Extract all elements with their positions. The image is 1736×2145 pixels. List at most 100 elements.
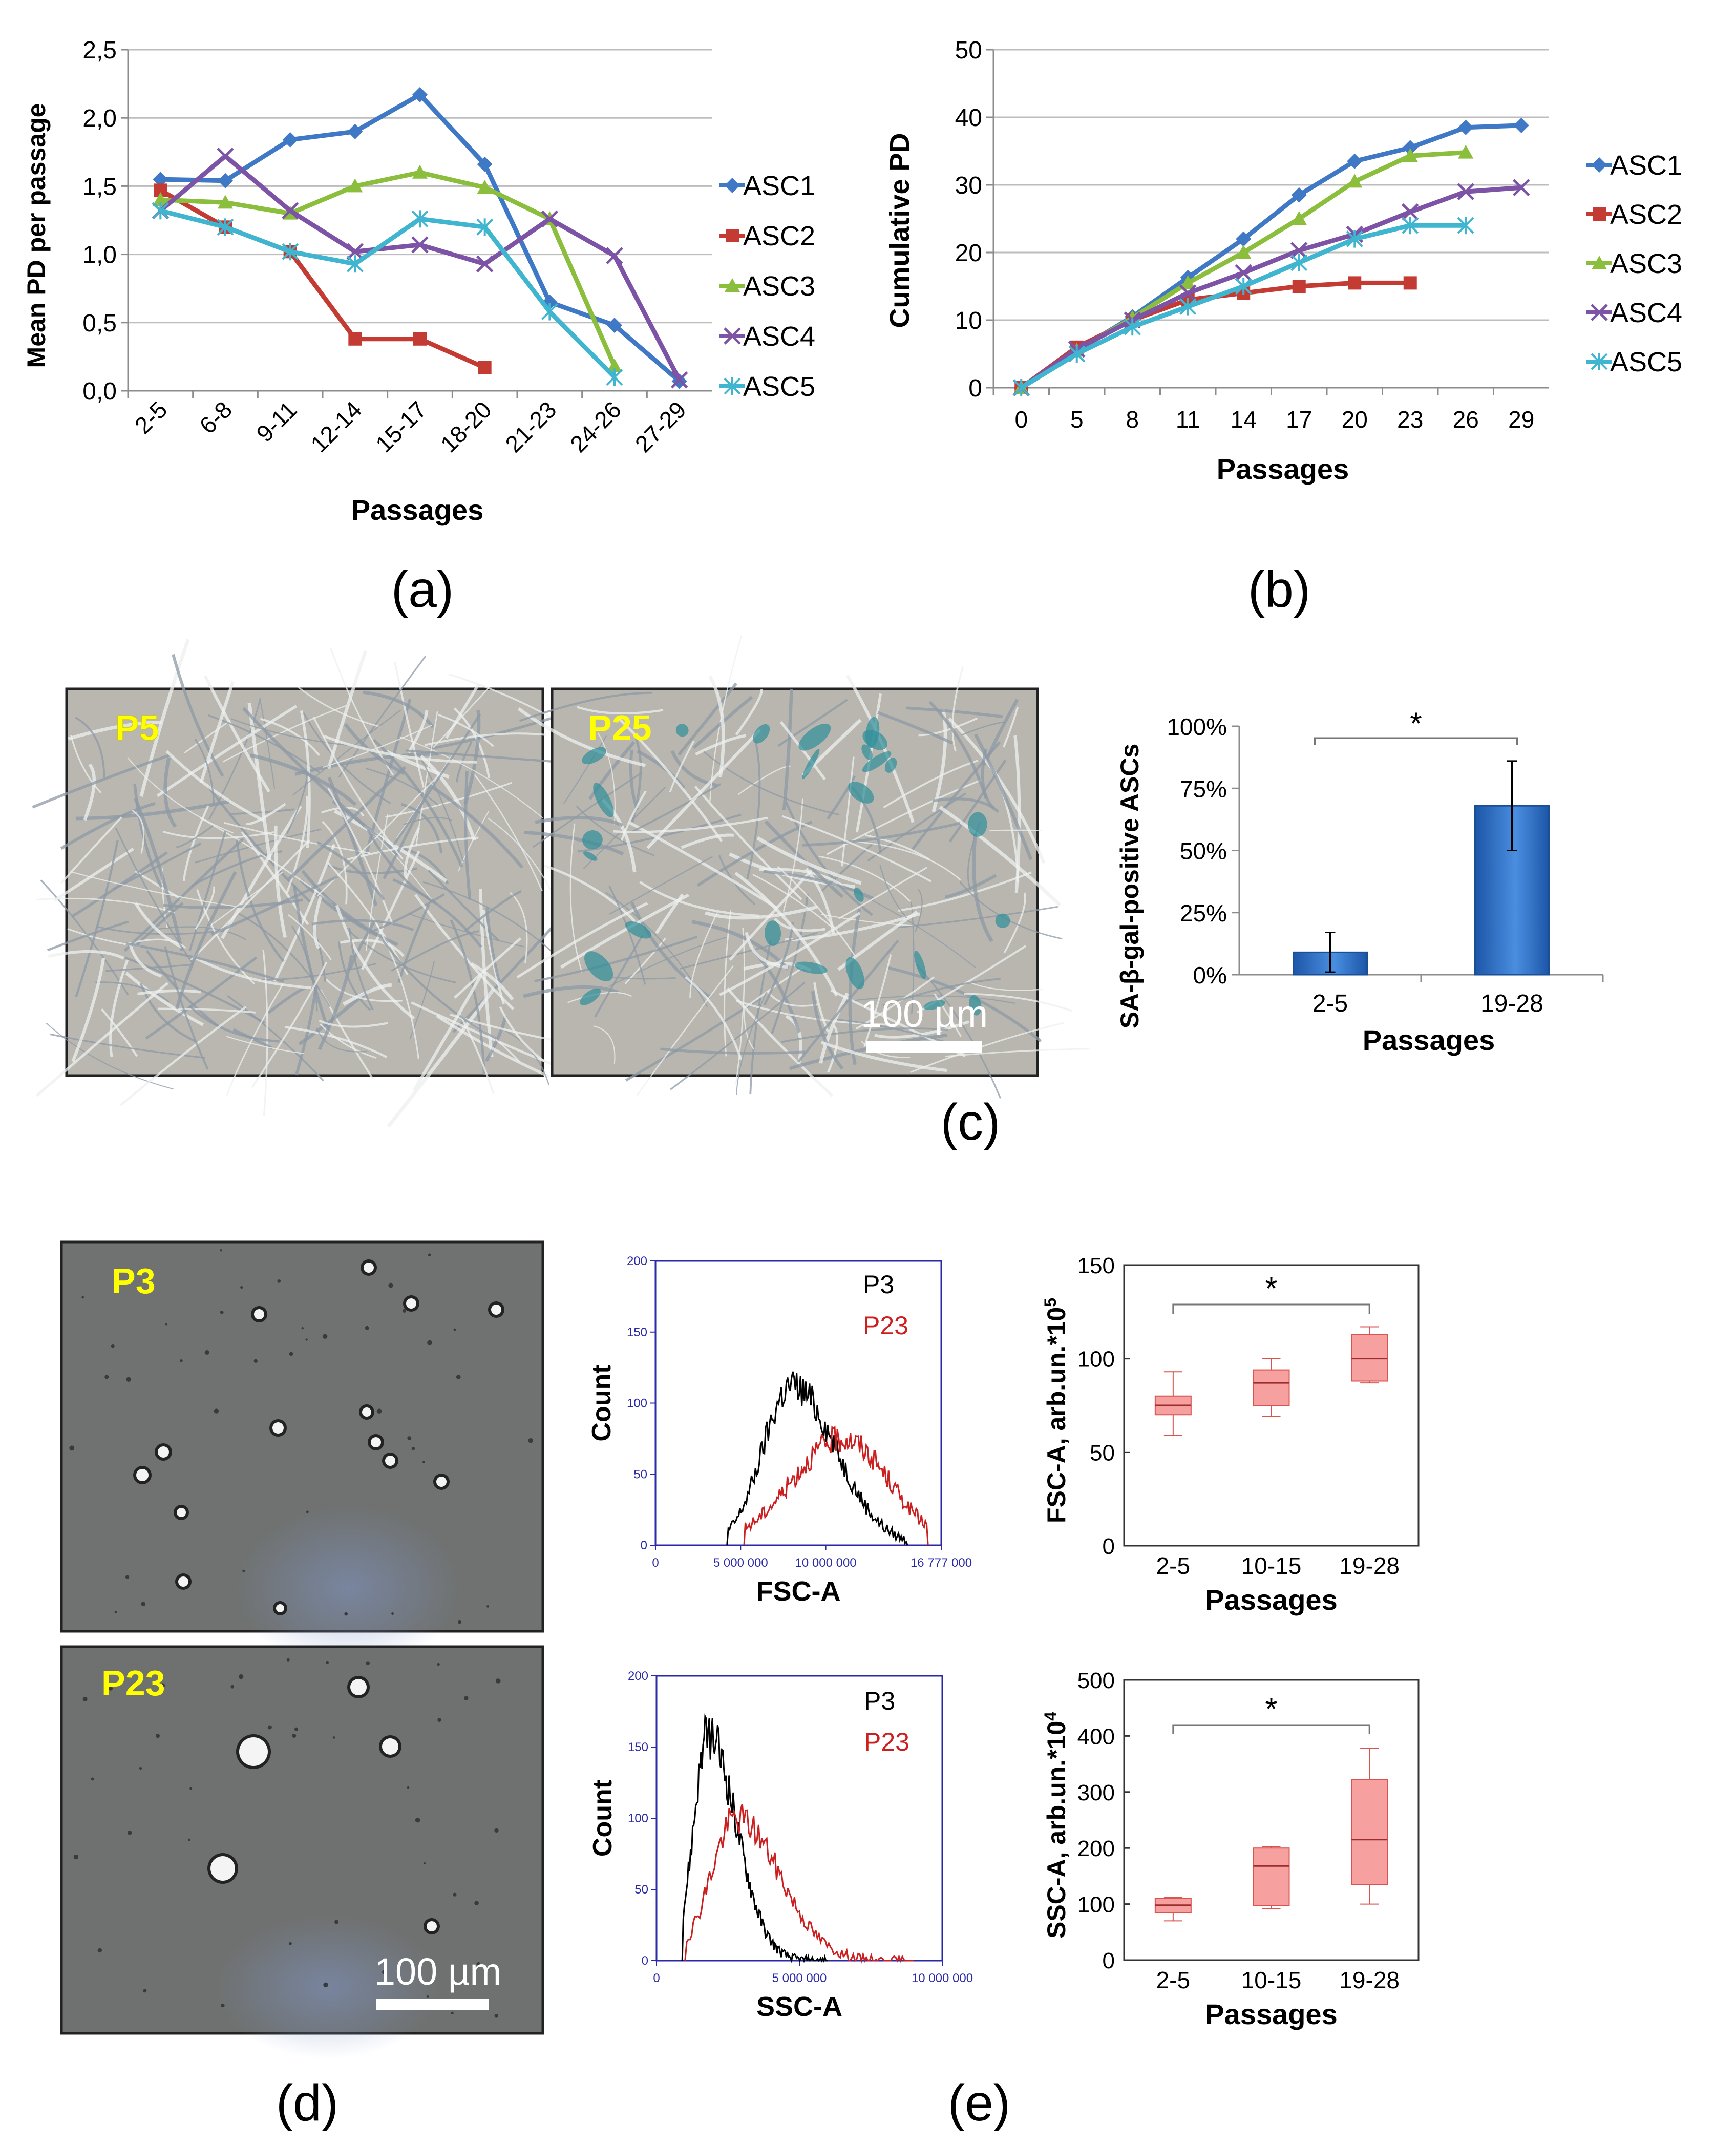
cell-fiber: [631, 783, 722, 833]
debris: [323, 1334, 328, 1339]
cell-fiber: [915, 889, 923, 933]
debris: [424, 1862, 426, 1865]
marker-stroke: [1290, 242, 1308, 259]
cell-fiber: [297, 686, 380, 728]
cell-fiber: [734, 871, 838, 997]
cell: [276, 1604, 284, 1612]
cell-fiber: [1003, 892, 1026, 954]
y-tick-label: 150: [628, 1740, 648, 1754]
stained-cell: [914, 951, 926, 979]
x-tick-label: 2-5: [1156, 1552, 1190, 1579]
cell-fiber: [46, 1022, 174, 1090]
marker-stroke: [1179, 284, 1197, 302]
y-tick-label: 400: [1077, 1724, 1115, 1749]
cell-fiber: [36, 897, 175, 914]
debris: [426, 1995, 429, 1998]
stained-cell: [995, 913, 1010, 928]
point-asc2: [1292, 280, 1306, 293]
cell-fiber: [156, 705, 298, 797]
marker-stroke: [346, 243, 364, 261]
cell-fiber: [406, 749, 558, 763]
cell-fiber: [199, 681, 235, 783]
point-asc2: [413, 332, 427, 346]
cell-fiber: [691, 920, 790, 971]
cell-fiber: [227, 995, 324, 1082]
debris: [104, 1375, 109, 1379]
debris: [366, 1661, 370, 1665]
point-asc5: [1179, 298, 1197, 316]
cell-fiber: [818, 842, 875, 894]
x-tick-label: 5 000 000: [772, 1971, 827, 1985]
marker-stroke: [541, 210, 559, 228]
cell-fiber: [819, 992, 849, 1064]
cell-fiber: [989, 829, 1042, 832]
point-asc3: [218, 195, 233, 209]
cell-fiber: [188, 831, 227, 952]
marker-stroke: [1401, 203, 1419, 221]
scale-bar: [866, 1041, 982, 1053]
stained-cell: [625, 921, 651, 939]
cell-fiber: [109, 959, 129, 1057]
debris: [189, 1787, 193, 1790]
debris: [474, 1901, 479, 1905]
legend-p23: P23: [864, 1728, 909, 1756]
legend-label-asc3: ASC3: [743, 271, 815, 302]
point-asc5: [1290, 254, 1308, 271]
cell-fiber: [319, 1019, 388, 1028]
cell-fiber: [594, 935, 643, 1018]
scale-bar: [376, 1999, 489, 2010]
point-asc3: [1236, 245, 1252, 259]
debris: [391, 1612, 394, 1615]
cell-fiber: [535, 815, 623, 827]
significance-star: *: [1265, 1692, 1277, 1727]
cell-fiber: [948, 717, 1046, 864]
cell-fiber: [134, 797, 184, 952]
cell-fiber: [670, 981, 806, 1090]
cell-fiber: [115, 828, 194, 965]
micrograph-p25-label: P25: [588, 708, 652, 748]
cell-fiber: [316, 841, 385, 901]
point-asc5: [1068, 345, 1086, 363]
marker-stroke: [670, 371, 688, 389]
cell-fiber: [363, 690, 435, 728]
cell-fiber: [125, 972, 204, 1026]
cell-fiber: [639, 881, 760, 917]
debris: [437, 1663, 440, 1666]
cell-fiber: [184, 720, 230, 754]
chart-a-mean-pd: Mean PD per passage Passages 0,0 0,5 1,0 1,…: [22, 37, 815, 526]
boxplot-ylabel: FSC-A, arb.un.*105: [1041, 1298, 1071, 1523]
cell-fiber: [972, 834, 993, 942]
x-tick-label: 27-29: [630, 396, 691, 457]
cell-fiber: [629, 749, 639, 810]
cell-fiber: [158, 1007, 256, 1014]
cell-fiber: [342, 983, 392, 1006]
marker-stroke: [1457, 183, 1475, 200]
debris: [143, 1989, 147, 1993]
cell-fiber: [544, 864, 636, 922]
stained-cell: [862, 751, 892, 772]
y-tick-label: 150: [627, 1326, 647, 1339]
cell-fiber: [945, 1048, 1090, 1058]
panel-label-e: (e): [948, 2074, 1010, 2132]
cell-fiber: [820, 1041, 947, 1072]
debris: [305, 1338, 308, 1341]
point-asc5: [346, 255, 364, 273]
legend-marker-asc3: [725, 278, 740, 292]
cell-fiber: [882, 978, 1001, 1007]
stained-cell: [798, 723, 831, 751]
point-asc5: [1235, 278, 1252, 295]
cell-fiber: [625, 997, 761, 1082]
cell-fiber: [752, 874, 833, 929]
cell-fiber: [194, 739, 215, 806]
y-tick-label: 100: [1077, 1347, 1115, 1372]
plot-frame: [1123, 1264, 1420, 1547]
y-tick-label: 100: [628, 1812, 648, 1825]
cell-fiber: [367, 829, 436, 905]
debris: [69, 1445, 75, 1451]
cell-fiber: [404, 827, 420, 882]
x-tick-label: 0: [1014, 406, 1028, 433]
cell-fiber: [482, 909, 505, 1005]
cell-fiber: [327, 776, 378, 907]
cell-fiber: [349, 921, 376, 970]
marker-stroke: [1591, 304, 1608, 321]
